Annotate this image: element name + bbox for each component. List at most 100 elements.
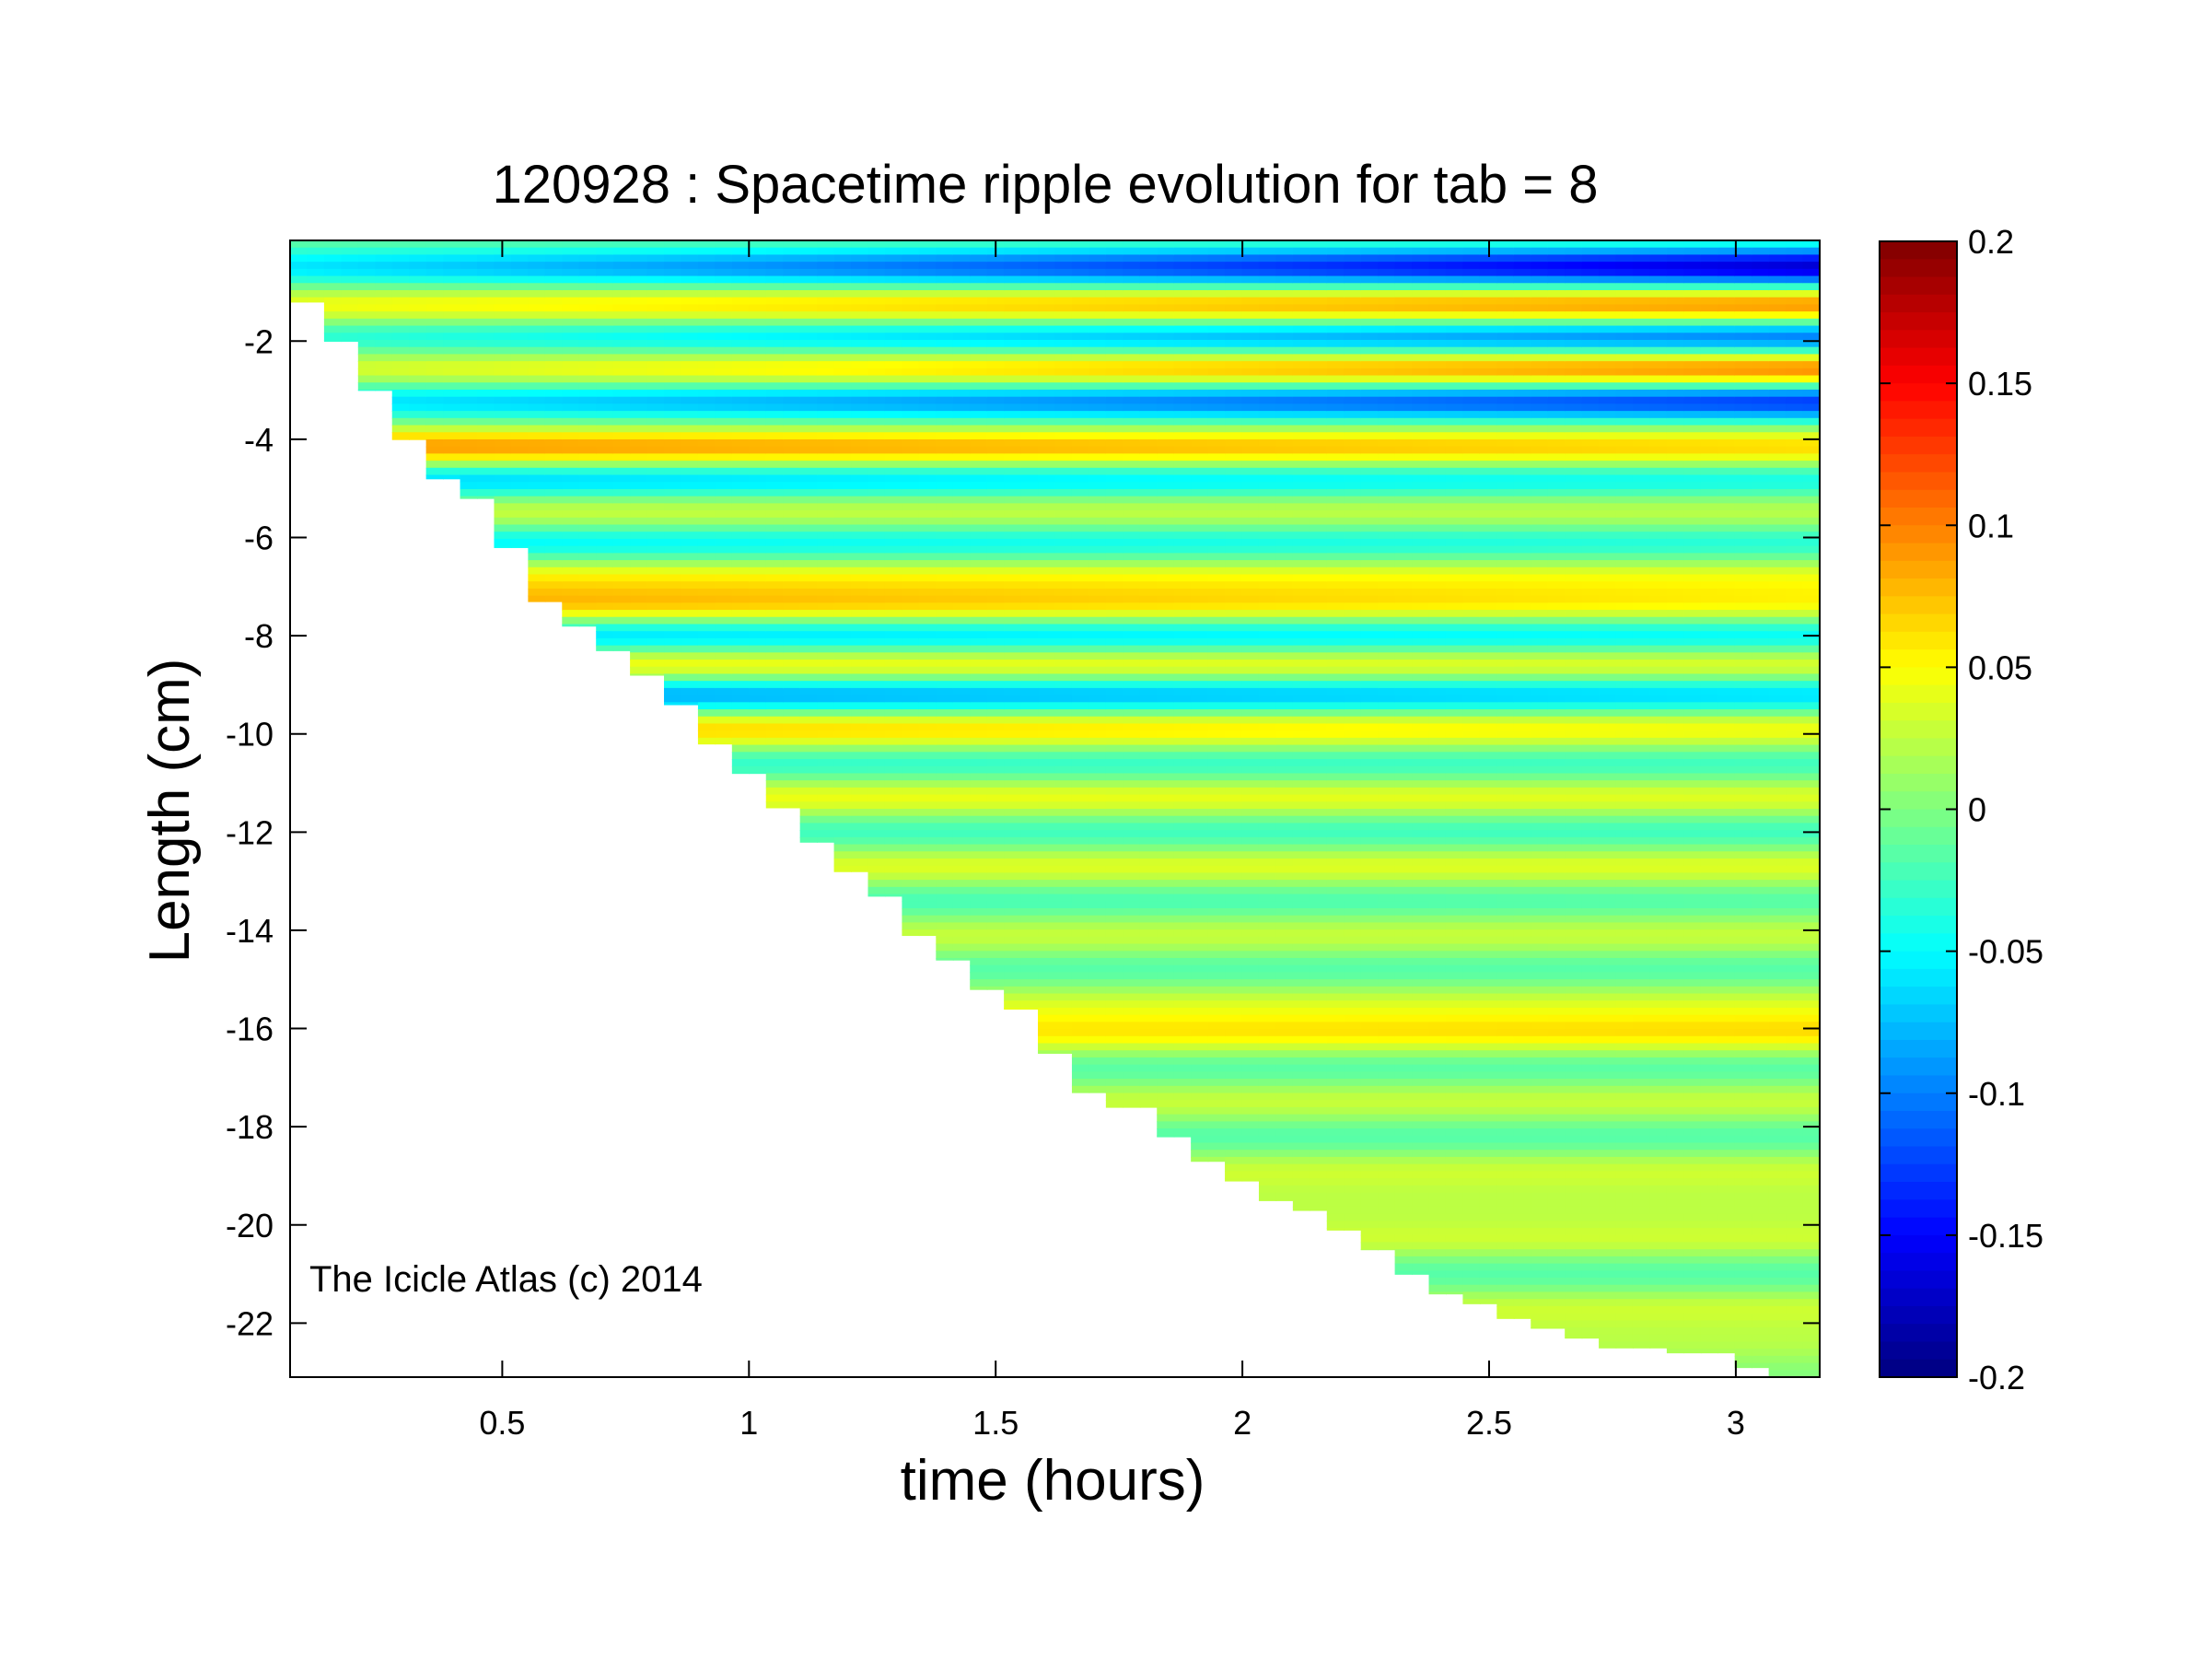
heatmap-cell <box>1173 830 1192 838</box>
heatmap-cell <box>1004 645 1022 654</box>
heatmap-cell <box>1207 602 1226 611</box>
heatmap-cell <box>1258 652 1277 660</box>
heatmap-cell <box>986 538 1005 547</box>
heatmap-cell <box>1310 1079 1328 1087</box>
heatmap-cell <box>1258 453 1277 461</box>
heatmap-cell <box>833 432 852 440</box>
heatmap-cell <box>1326 268 1345 277</box>
heatmap-cell <box>1326 524 1345 533</box>
heatmap-cell <box>1225 660 1243 668</box>
heatmap-cell <box>1123 936 1141 945</box>
heatmap-cell <box>936 886 954 895</box>
heatmap-cell <box>749 488 767 497</box>
heatmap-cell <box>986 346 1005 356</box>
heatmap-cell <box>1292 836 1311 846</box>
heatmap-cell <box>1292 610 1311 618</box>
heatmap-cell <box>1207 268 1226 277</box>
heatmap-cell <box>477 346 495 356</box>
heatmap-cell <box>749 681 767 689</box>
heatmap-cell <box>1207 425 1226 434</box>
heatmap-cell <box>510 482 530 490</box>
heatmap-cell <box>697 574 716 582</box>
heatmap-cell <box>544 595 564 602</box>
heatmap-cell <box>1157 737 1175 746</box>
heatmap-cell <box>1241 901 1260 909</box>
heatmap-cell <box>681 673 699 682</box>
heatmap-cell <box>562 482 580 490</box>
heatmap-cell <box>1310 553 1328 561</box>
heatmap-cell <box>1020 488 1039 497</box>
heatmap-cell <box>1207 1022 1226 1030</box>
heatmap-cell <box>425 262 444 270</box>
heatmap-cell <box>1105 411 1124 419</box>
heatmap-cell <box>1105 240 1124 249</box>
heatmap-cell <box>936 645 954 654</box>
heatmap-cell <box>1326 482 1345 490</box>
heatmap-cell <box>986 752 1005 760</box>
heatmap-cell <box>357 254 377 263</box>
heatmap-cell <box>1071 1071 1090 1080</box>
heatmap-cell <box>1173 510 1192 519</box>
heatmap-cell <box>1157 602 1175 611</box>
heatmap-cell <box>1173 503 1192 511</box>
heatmap-cell <box>630 325 648 334</box>
heatmap-cell <box>646 503 665 511</box>
heatmap-cell <box>646 411 665 419</box>
heatmap-cell <box>817 744 835 754</box>
heatmap-cell <box>936 574 954 582</box>
heatmap-cell <box>425 254 444 263</box>
heatmap-cell <box>851 660 869 668</box>
heatmap-cell <box>681 517 699 526</box>
heatmap-cell <box>1258 396 1277 405</box>
heatmap-cell <box>936 951 954 959</box>
heatmap-cell <box>1054 517 1073 526</box>
heatmap-cell <box>749 503 767 511</box>
heatmap-cell <box>1310 702 1328 710</box>
heatmap-cell <box>970 645 988 654</box>
heatmap-cell <box>1054 368 1073 377</box>
heatmap-cell <box>1241 880 1260 888</box>
heatmap-cell <box>1020 474 1039 484</box>
heatmap-cell <box>697 474 716 484</box>
heatmap-cell <box>510 283 530 291</box>
heatmap-cell <box>1123 488 1141 497</box>
heatmap-cell <box>1173 901 1192 909</box>
heatmap-cell <box>1173 304 1192 312</box>
heatmap-cell <box>1038 901 1056 909</box>
heatmap-cell <box>578 532 597 540</box>
heatmap-cell <box>1275 844 1294 853</box>
heatmap-cell <box>783 759 801 767</box>
heatmap-cell <box>1020 915 1039 924</box>
heatmap-cell <box>1292 936 1311 945</box>
heatmap-cell <box>715 616 733 625</box>
heatmap-cell <box>375 262 393 270</box>
heatmap-cell <box>562 268 580 277</box>
heatmap-cell <box>443 375 461 384</box>
heatmap-cell <box>528 368 546 377</box>
heatmap-cell <box>817 346 835 356</box>
heatmap-cell <box>1173 660 1192 668</box>
heatmap-cell <box>1089 496 1107 505</box>
heatmap-cell <box>1258 333 1277 341</box>
heatmap-cell <box>1004 503 1022 511</box>
heatmap-cell <box>715 503 733 511</box>
heatmap-cell <box>1191 1000 1209 1009</box>
heatmap-cell <box>1173 673 1192 682</box>
heatmap-cell <box>817 538 835 547</box>
heatmap-cell <box>851 567 869 576</box>
heatmap-cell <box>1071 560 1090 568</box>
heatmap-cell <box>1089 1014 1107 1023</box>
heatmap-cell <box>1310 886 1328 895</box>
heatmap-cell <box>596 268 614 277</box>
heatmap-cell <box>544 581 564 590</box>
heatmap-cell <box>1241 986 1260 995</box>
heatmap-cell <box>1207 1071 1226 1080</box>
heatmap-cell <box>544 304 564 312</box>
heatmap-cell <box>1191 411 1209 419</box>
heatmap-cell <box>1241 1135 1260 1144</box>
heatmap-cell <box>1123 396 1141 405</box>
heatmap-cell <box>799 532 818 540</box>
heatmap-cell <box>1292 1171 1311 1179</box>
heatmap-cell <box>970 297 988 306</box>
heatmap-cell <box>1139 865 1158 874</box>
